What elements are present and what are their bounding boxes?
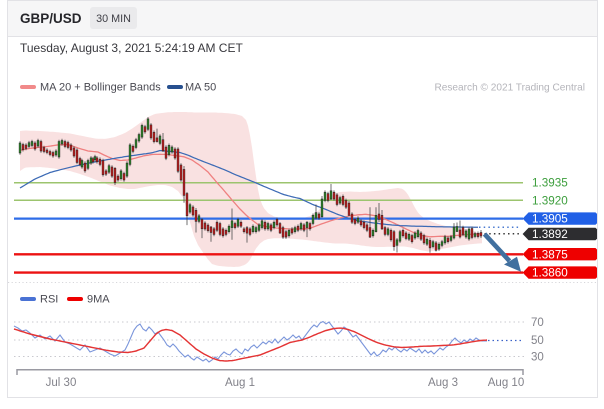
svg-text:MA 50: MA 50 [185, 82, 216, 94]
svg-text:1.3935: 1.3935 [532, 177, 568, 190]
svg-text:30: 30 [531, 352, 544, 364]
svg-text:1.3875: 1.3875 [532, 248, 568, 261]
svg-text:Aug 10: Aug 10 [488, 377, 524, 389]
svg-text:RSI: RSI [40, 294, 58, 306]
svg-text:Jul 30: Jul 30 [46, 377, 77, 389]
svg-text:9MA: 9MA [87, 294, 110, 306]
svg-text:1.3892: 1.3892 [532, 228, 568, 241]
svg-text:Aug 1: Aug 1 [225, 377, 255, 389]
svg-text:50: 50 [531, 335, 544, 347]
svg-text:GBP/USD: GBP/USD [20, 11, 82, 26]
svg-text:30 MIN: 30 MIN [96, 13, 131, 25]
svg-text:MA 20 + Bollinger Bands: MA 20 + Bollinger Bands [40, 82, 161, 94]
svg-text:1.3860: 1.3860 [532, 267, 568, 280]
svg-text:1.3920: 1.3920 [532, 194, 568, 207]
svg-text:Aug 3: Aug 3 [428, 377, 458, 389]
svg-text:1.3905: 1.3905 [532, 213, 568, 226]
svg-text:Research © 2021 Trading Centra: Research © 2021 Trading Central [434, 83, 585, 94]
svg-text:70: 70 [531, 317, 544, 329]
svg-text:Tuesday, August 3, 2021 5:24:1: Tuesday, August 3, 2021 5:24:19 AM CET [20, 41, 243, 55]
